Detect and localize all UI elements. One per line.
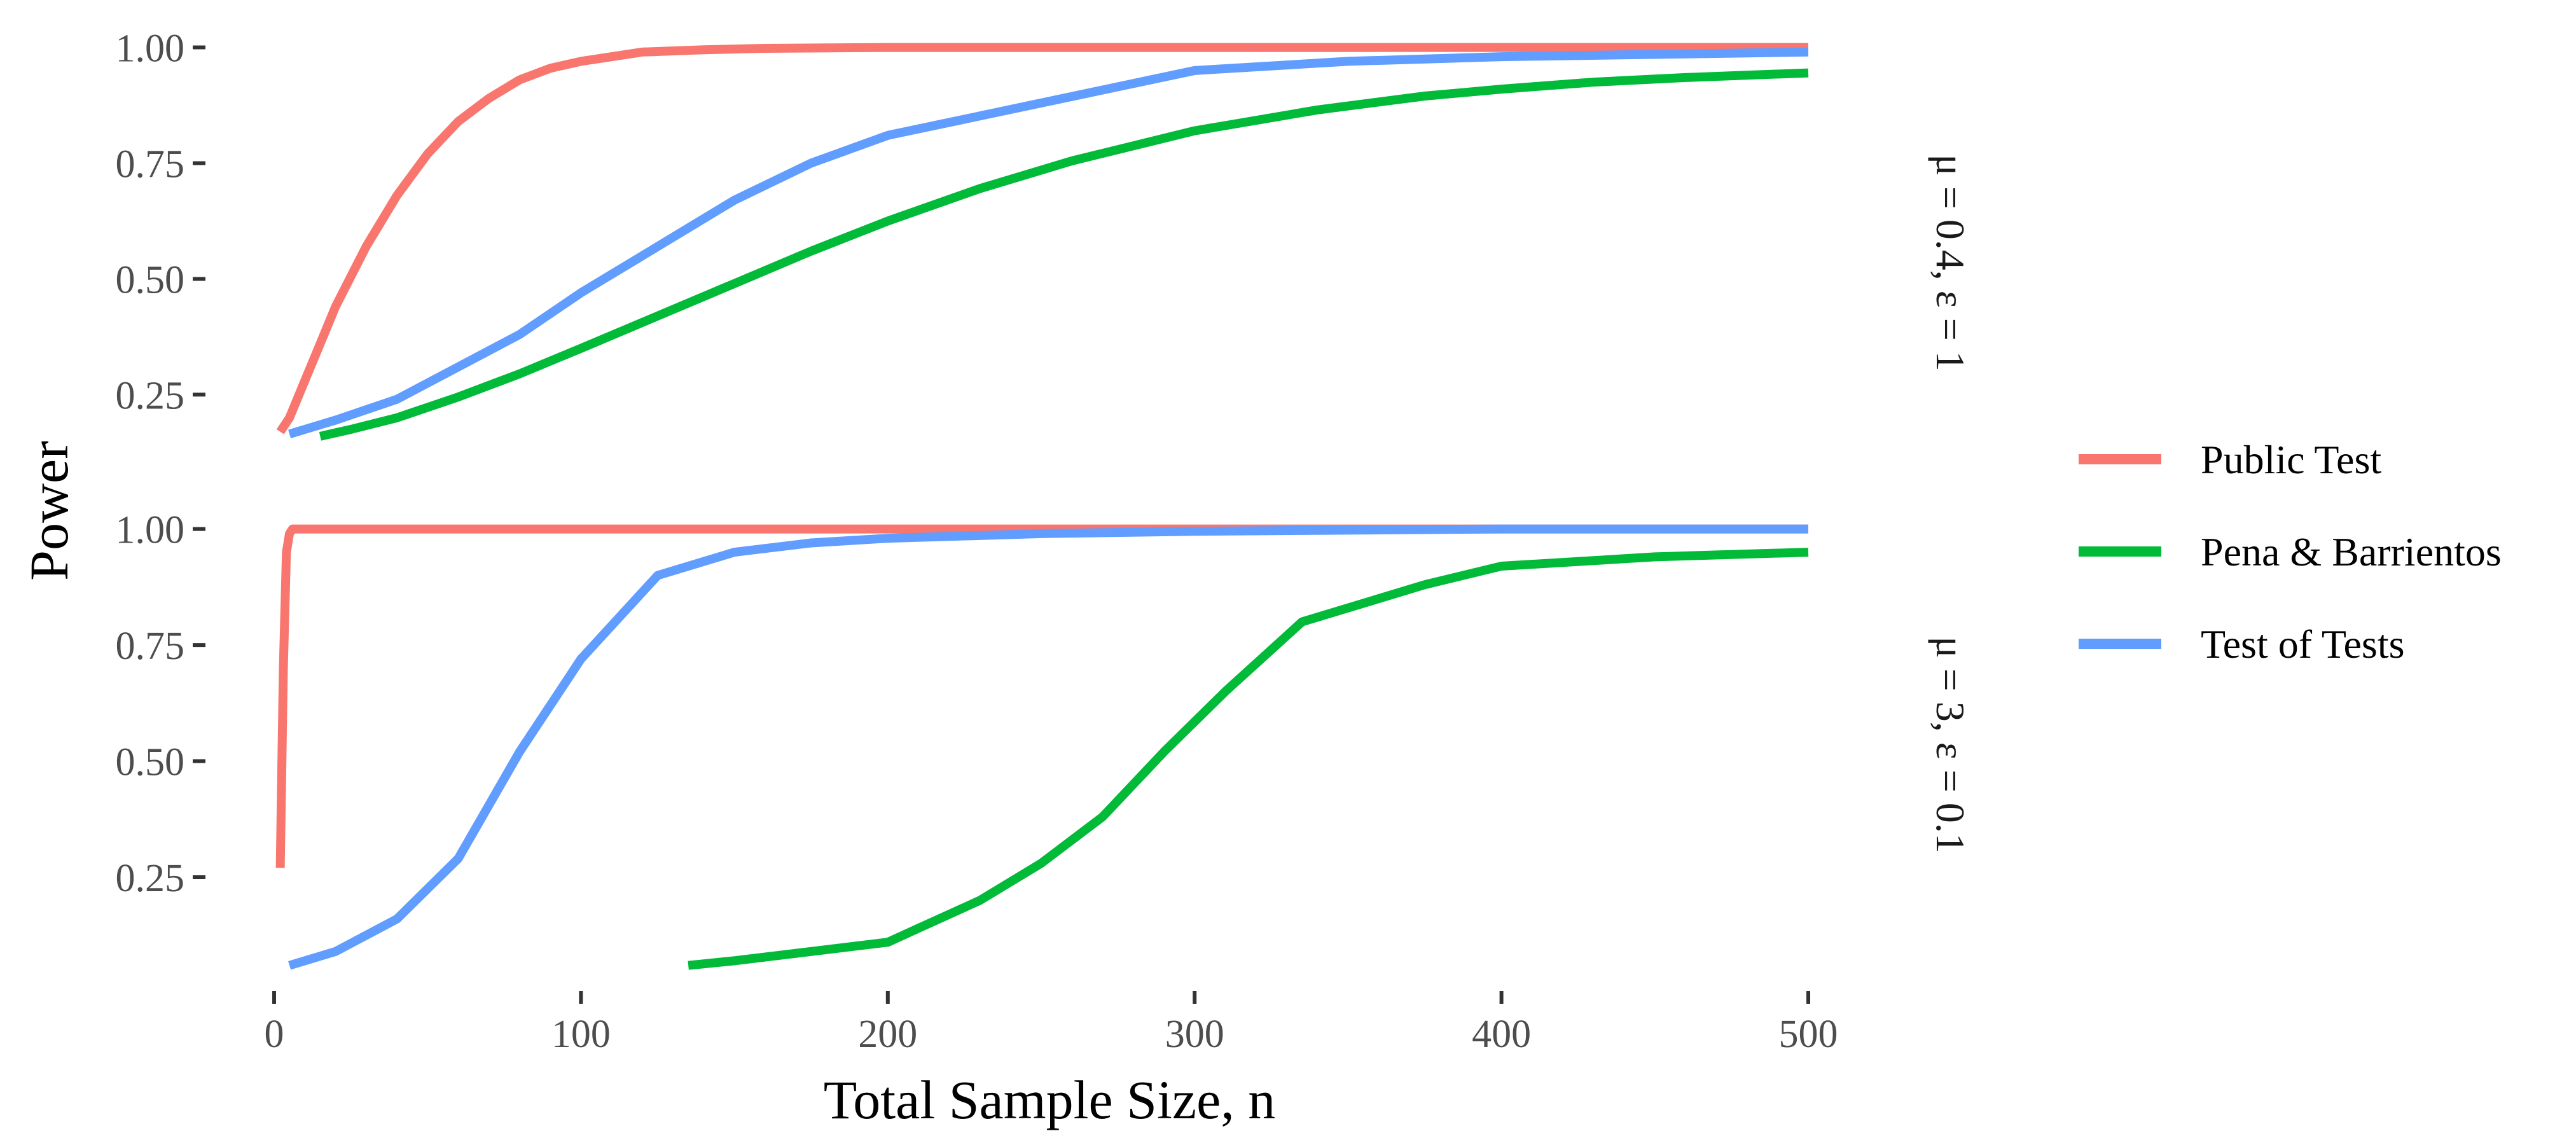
x-tick-label: 0 (265, 1013, 284, 1056)
series-line-pena-barrientos (319, 68, 1809, 441)
facet-strip-label: μ = 3, ε = 0.1 (1928, 636, 1973, 853)
panel-1: 0.25 0.50 0.75 1.00 μ = 0.4, ε = 1 (116, 27, 1973, 441)
x-tick-label: 200 (858, 1013, 917, 1056)
series-line-public-test (275, 524, 1808, 868)
x-axis: 0 100 200 300 400 500 (265, 991, 1838, 1056)
y-axis-title: Power (18, 441, 80, 581)
y-tick-label: 1.00 (116, 27, 185, 71)
legend-item-pena-barrientos: Pena & Barrientos (2079, 529, 2502, 574)
x-tick-label: 100 (551, 1013, 611, 1056)
x-tick-label: 500 (1779, 1013, 1838, 1056)
x-tick-label: 400 (1472, 1013, 1531, 1056)
y-tick-label: 0.25 (116, 857, 185, 900)
legend-label: Public Test (2201, 437, 2381, 482)
y-tick-label: 0.75 (116, 143, 185, 186)
y-tick-label: 0.50 (116, 741, 185, 784)
series-line-public-test (276, 43, 1808, 434)
legend-item-test-of-tests: Test of Tests (2079, 621, 2405, 667)
legend: Public Test Pena & Barrientos Test of Test… (2079, 437, 2502, 667)
legend-label: Pena & Barrientos (2201, 529, 2502, 574)
facet-strip-label: μ = 0.4, ε = 1 (1928, 154, 1973, 371)
x-axis-title: Total Sample Size, n (824, 1069, 1276, 1130)
panel-2: 0.25 0.50 0.75 1.00 μ = 3, ε = 0.1 (116, 509, 1973, 970)
y-tick-label: 1.00 (116, 509, 185, 552)
y-tick-label: 0.25 (116, 374, 185, 417)
legend-item-public-test: Public Test (2079, 437, 2381, 482)
series-line-test-of-tests (288, 524, 1808, 970)
x-tick-label: 300 (1165, 1013, 1224, 1056)
y-tick-label: 0.75 (116, 625, 185, 668)
series-line-pena-barrientos (688, 548, 1809, 970)
series-line-test-of-tests (288, 47, 1809, 439)
y-tick-label: 0.50 (116, 258, 185, 302)
panels-layer: 0.250.500.751.00μ = 0.4, ε = 10.250.500.… (116, 27, 1973, 970)
legend-label: Test of Tests (2201, 621, 2405, 667)
